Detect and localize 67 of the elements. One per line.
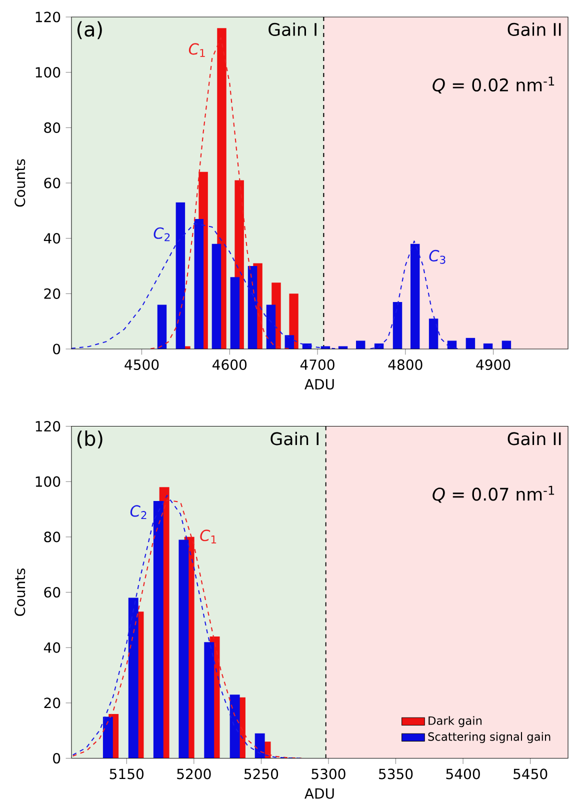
y-tick-label: 80 bbox=[44, 532, 60, 542]
bar bbox=[266, 304, 276, 349]
bar bbox=[466, 338, 476, 349]
x-axis-title: ADU bbox=[304, 788, 334, 799]
bar bbox=[153, 500, 164, 758]
x-tick-label: 5300 bbox=[312, 768, 346, 780]
series-label: C$_{2}$ bbox=[130, 505, 146, 520]
bar bbox=[502, 340, 512, 349]
x-tick-label: 5400 bbox=[446, 768, 480, 780]
x-tick-label: 4900 bbox=[476, 359, 510, 370]
y-axis-title: Counts bbox=[14, 568, 26, 616]
bar bbox=[178, 540, 189, 758]
x-tick-label: 5200 bbox=[177, 768, 211, 780]
x-tick-label: 4600 bbox=[212, 359, 247, 370]
band-label: Gain II bbox=[508, 22, 561, 36]
annotation: Q = 0.02 nm$^{-1}$ bbox=[432, 76, 554, 94]
bar bbox=[194, 218, 204, 349]
line-series bbox=[71, 222, 336, 349]
bar bbox=[356, 340, 366, 349]
bar bbox=[248, 266, 258, 349]
x-axis-title: ADU bbox=[304, 379, 334, 390]
legend-label: Dark gain bbox=[428, 716, 482, 728]
series-label: C$_{3}$ bbox=[429, 250, 446, 264]
bar bbox=[428, 318, 438, 349]
x-tick-label: 4500 bbox=[124, 359, 159, 370]
bar bbox=[176, 202, 186, 349]
bar bbox=[392, 302, 402, 349]
annotation: (a) bbox=[77, 21, 102, 40]
y-tick-label: 100 bbox=[36, 67, 60, 78]
x-tick-label: 4700 bbox=[300, 359, 334, 370]
bar bbox=[212, 244, 222, 349]
x-tick-label: 5250 bbox=[244, 768, 278, 780]
line-series bbox=[370, 240, 459, 349]
bar bbox=[410, 244, 420, 349]
y-tick-label: 60 bbox=[44, 586, 60, 598]
bar bbox=[157, 304, 167, 349]
legend-label: Scattering signal gain bbox=[428, 732, 550, 744]
y-tick-label: 120 bbox=[36, 12, 60, 22]
x-tick-label: 4800 bbox=[388, 359, 422, 370]
y-tick-label: 40 bbox=[44, 642, 60, 653]
bar bbox=[284, 335, 294, 349]
y-tick-label: 40 bbox=[44, 233, 60, 244]
annotation: Q = 0.07 nm$^{-1}$ bbox=[432, 486, 554, 503]
y-tick-label: 20 bbox=[44, 288, 60, 299]
band-label: Gain II bbox=[508, 432, 561, 446]
y-tick-label: 120 bbox=[36, 420, 60, 432]
bar bbox=[204, 642, 214, 758]
series-label: C$_{1}$ bbox=[200, 530, 216, 544]
y-tick-label: 0 bbox=[53, 752, 60, 764]
y-tick-label: 60 bbox=[44, 178, 60, 188]
band-label: Gain I bbox=[270, 432, 318, 446]
bar bbox=[230, 277, 240, 349]
bar bbox=[128, 598, 138, 758]
y-tick-label: 0 bbox=[53, 344, 60, 354]
bar bbox=[230, 694, 240, 758]
series-label: C$_{2}$ bbox=[154, 227, 170, 242]
y-tick-label: 100 bbox=[36, 476, 60, 487]
annotation: (b) bbox=[77, 430, 102, 448]
y-tick-label: 20 bbox=[44, 698, 60, 708]
bar bbox=[102, 716, 113, 758]
x-tick-label: 5450 bbox=[514, 768, 548, 780]
series-label: C$_{1}$ bbox=[188, 43, 205, 57]
y-tick-label: 80 bbox=[44, 122, 60, 133]
band-label: Gain I bbox=[268, 22, 316, 36]
y-axis-title: Counts bbox=[14, 159, 26, 207]
x-tick-label: 5350 bbox=[379, 768, 413, 780]
x-tick-label: 5150 bbox=[110, 768, 144, 780]
